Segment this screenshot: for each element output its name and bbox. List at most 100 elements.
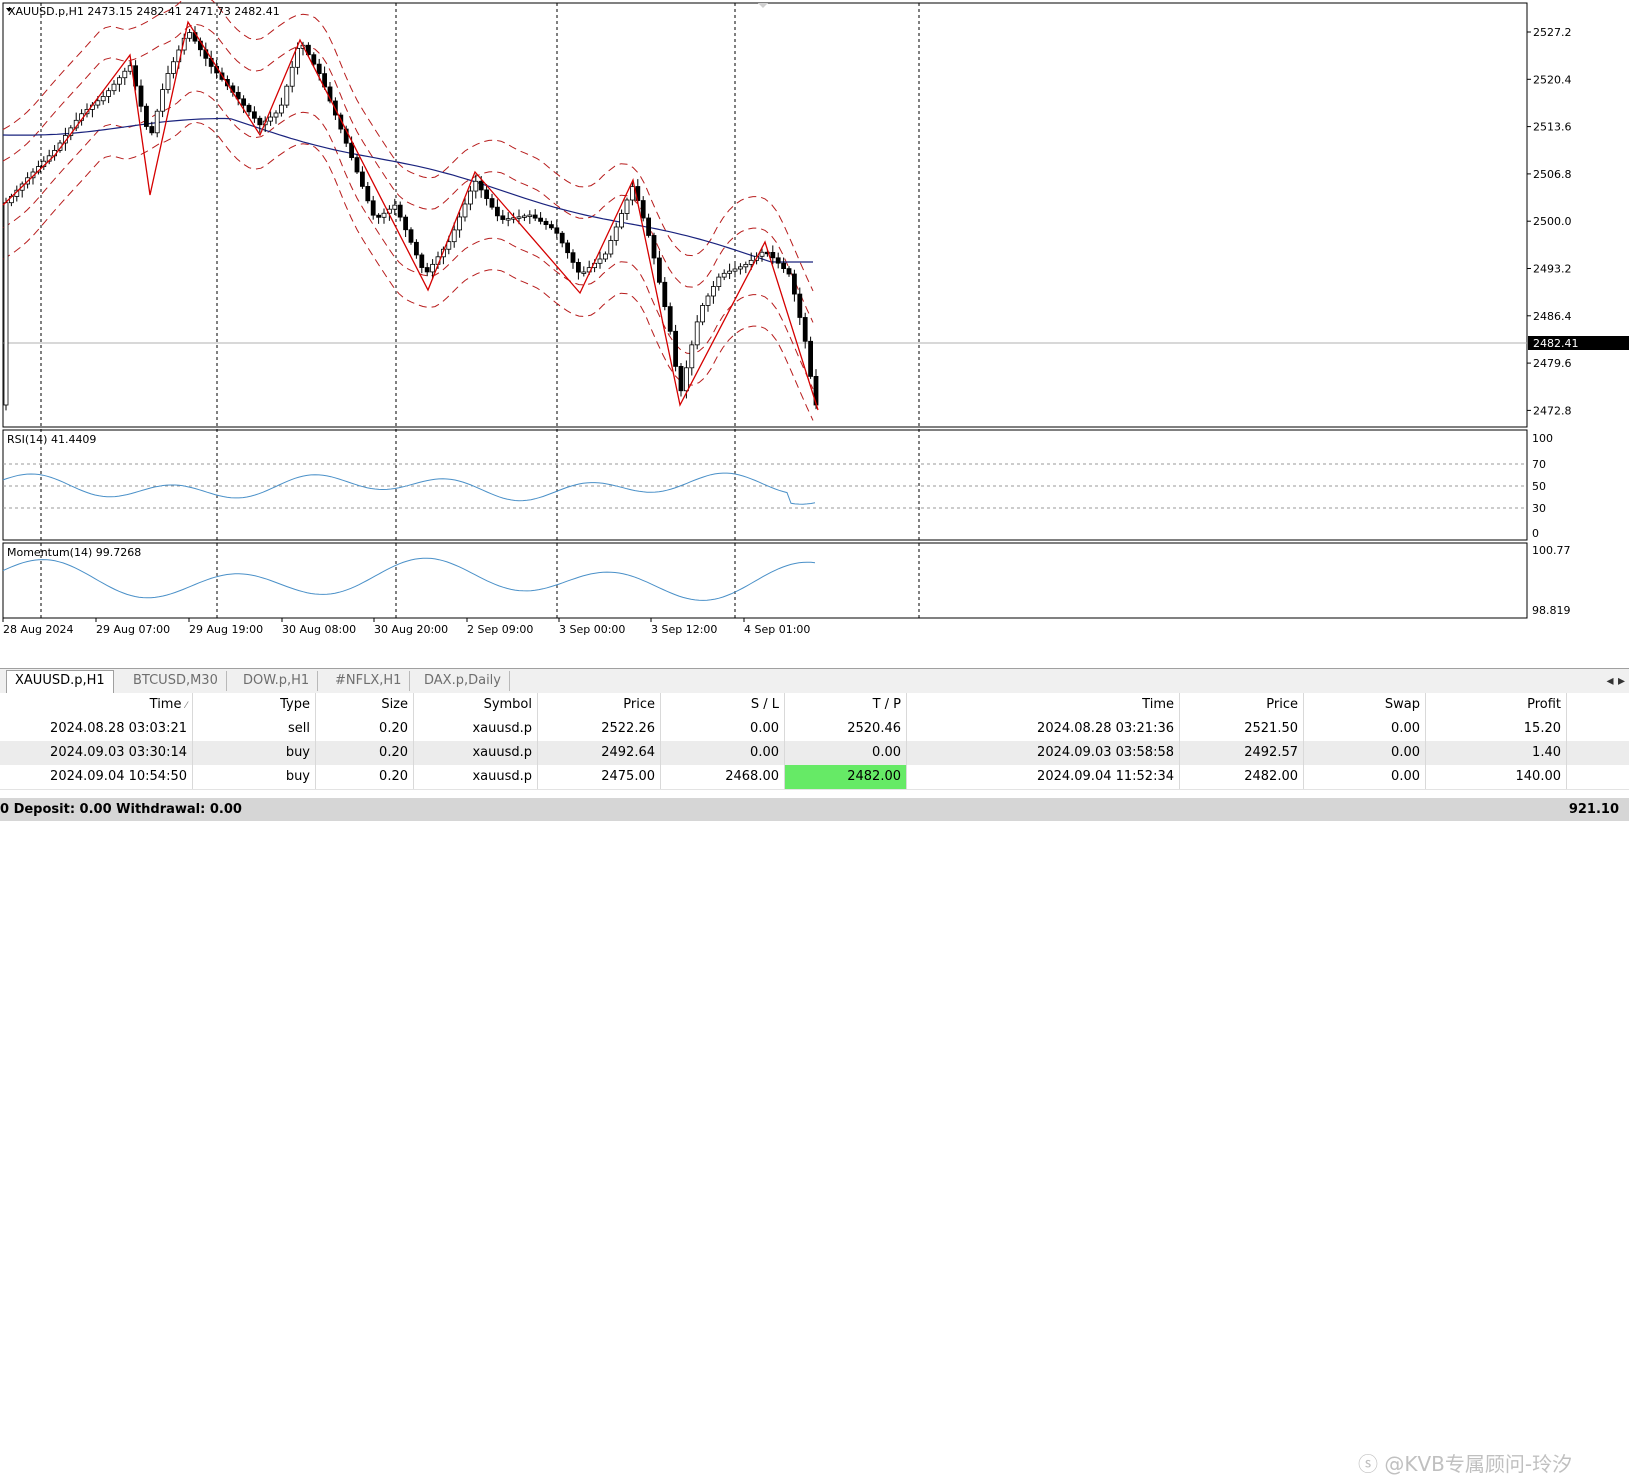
candle-body: [273, 112, 279, 118]
candle-body: [295, 48, 301, 68]
rsi-level-100: 100: [1532, 432, 1553, 445]
close-time-cell: 2024.08.28 03:21:36: [907, 717, 1180, 741]
candle-body: [559, 232, 565, 244]
size-cell: 0.20: [316, 741, 414, 765]
time-tick-label: 2 Sep 09:00: [467, 623, 533, 636]
header-size[interactable]: Size: [316, 693, 414, 717]
tab-dax[interactable]: DAX.p,Daily: [416, 671, 510, 691]
time-tick-label: 28 Aug 2024: [3, 623, 73, 636]
candle-body: [597, 258, 603, 264]
moving-average-line: [2, 117, 813, 263]
candle-body: [775, 257, 781, 264]
candle-body: [748, 259, 754, 265]
candle-body: [3, 202, 9, 406]
candle-body: [268, 116, 274, 122]
candle-body: [494, 206, 500, 217]
table-row[interactable]: 2024.08.28 03:03:21 sell 0.20 xauusd.p 2…: [0, 717, 1629, 742]
candle-body: [781, 262, 786, 270]
candle-body: [278, 104, 284, 114]
candle-body: [576, 261, 581, 273]
rsi-line: [2, 472, 816, 505]
header-price[interactable]: Price: [538, 693, 661, 717]
chart-svg[interactable]: XAUUSD.p,H1 2473.15 2482.41 2471.73 2482…: [0, 0, 1629, 670]
candle-body: [608, 240, 614, 255]
close-price-cell: 2521.50: [1180, 717, 1304, 741]
time-tick-label: 3 Sep 00:00: [559, 623, 625, 636]
sl-cell: 2468.00: [661, 765, 785, 789]
header-symbol[interactable]: Symbol: [414, 693, 538, 717]
candlesticks: [3, 26, 819, 411]
watermark: ⓢ @KVB专属顾问-玲汐: [1358, 1452, 1573, 1476]
header-profit[interactable]: Profit: [1426, 693, 1567, 717]
tab-nflx[interactable]: #NFLX,H1: [327, 671, 411, 691]
symbol-cell: xauusd.p: [414, 741, 538, 765]
tp-cell: 0.00: [785, 741, 907, 765]
candle-body: [759, 251, 765, 257]
rsi-level-30: 30: [1532, 502, 1546, 515]
header-close-price[interactable]: Price: [1180, 693, 1304, 717]
candle-body: [630, 186, 635, 201]
current-price-tag-label: 2482.41: [1533, 337, 1579, 350]
tp-cell: 2520.46: [785, 717, 907, 741]
candle-body: [111, 83, 117, 92]
header-open-time[interactable]: Time ⁄: [0, 693, 193, 717]
candle-body: [392, 204, 398, 210]
candle-body: [505, 218, 511, 221]
candle-body: [640, 200, 646, 219]
header-tp[interactable]: T / P: [785, 693, 907, 717]
header-type[interactable]: Type: [193, 693, 316, 717]
price-cell: 2522.26: [538, 717, 661, 741]
symbol-cell: xauusd.p: [414, 765, 538, 789]
main-chart-frame: [2, 2, 1528, 428]
candle-body: [673, 330, 678, 367]
candle-body: [349, 142, 355, 158]
chart-shift-icon[interactable]: [758, 3, 768, 8]
time-tick-label: 29 Aug 07:00: [96, 623, 170, 636]
candle-body: [430, 263, 436, 273]
envelope-band: [2, 23, 814, 323]
table-row[interactable]: 2024.09.04 10:54:50 buy 0.20 xauusd.p 24…: [0, 765, 1629, 790]
table-row[interactable]: 2024.09.03 03:30:14 buy 0.20 xauusd.p 24…: [0, 741, 1629, 766]
candle-body: [581, 271, 587, 274]
candle-body: [100, 96, 106, 102]
chart-area[interactable]: XAUUSD.p,H1 2473.15 2482.41 2471.73 2482…: [0, 0, 1629, 670]
tab-scroll-arrows-icon[interactable]: ◂ ▸: [1606, 673, 1625, 689]
tab-btcusd[interactable]: BTCUSD,M30: [125, 671, 227, 691]
tab-xauusd[interactable]: XAUUSD.p,H1: [6, 670, 114, 693]
candle-body: [376, 214, 382, 218]
header-swap[interactable]: Swap: [1304, 693, 1426, 717]
current-price-tag: [1528, 336, 1629, 350]
candle-body: [251, 111, 257, 119]
candle-body: [143, 105, 149, 127]
candle-body: [689, 344, 695, 369]
momentum-level-high: 100.77: [1532, 544, 1571, 557]
rsi-level-0: 0: [1532, 527, 1539, 540]
candle-body: [154, 110, 160, 134]
candle-body: [522, 215, 527, 218]
candle-body: [500, 215, 506, 220]
candle-body: [543, 220, 549, 226]
header-close-time[interactable]: Time: [907, 693, 1180, 717]
sl-cell: 0.00: [661, 717, 785, 741]
rsi-level-50: 50: [1532, 480, 1546, 493]
candle-body: [467, 190, 473, 205]
candle-body: [792, 273, 797, 295]
price-axis: 2527.2 2520.4 2513.6 2506.8 2500.0 2493.2 2486…: [1527, 26, 1572, 417]
candle-body: [354, 157, 360, 173]
candle-body: [413, 241, 419, 256]
type-cell: buy: [193, 765, 316, 789]
candle-body: [446, 241, 452, 250]
time-tick-label: 30 Aug 08:00: [282, 623, 356, 636]
candle-body: [149, 126, 155, 134]
chart-tab-bar: XAUUSD.p,H1 BTCUSD,M30 DOW.p,H1 #NFLX,H1…: [0, 668, 1629, 693]
price-tick-label: 2486.4: [1533, 310, 1572, 323]
tab-dow[interactable]: DOW.p,H1: [235, 671, 319, 691]
chart-menu-icon[interactable]: [6, 8, 12, 12]
header-sl[interactable]: S / L: [661, 693, 785, 717]
candle-body: [289, 66, 295, 87]
price-tick-label: 2472.8: [1533, 404, 1572, 417]
candle-body: [117, 77, 122, 85]
price-tick-label: 2506.8: [1533, 168, 1572, 181]
price-cell: 2475.00: [538, 765, 661, 789]
sl-cell: 0.00: [661, 741, 785, 765]
